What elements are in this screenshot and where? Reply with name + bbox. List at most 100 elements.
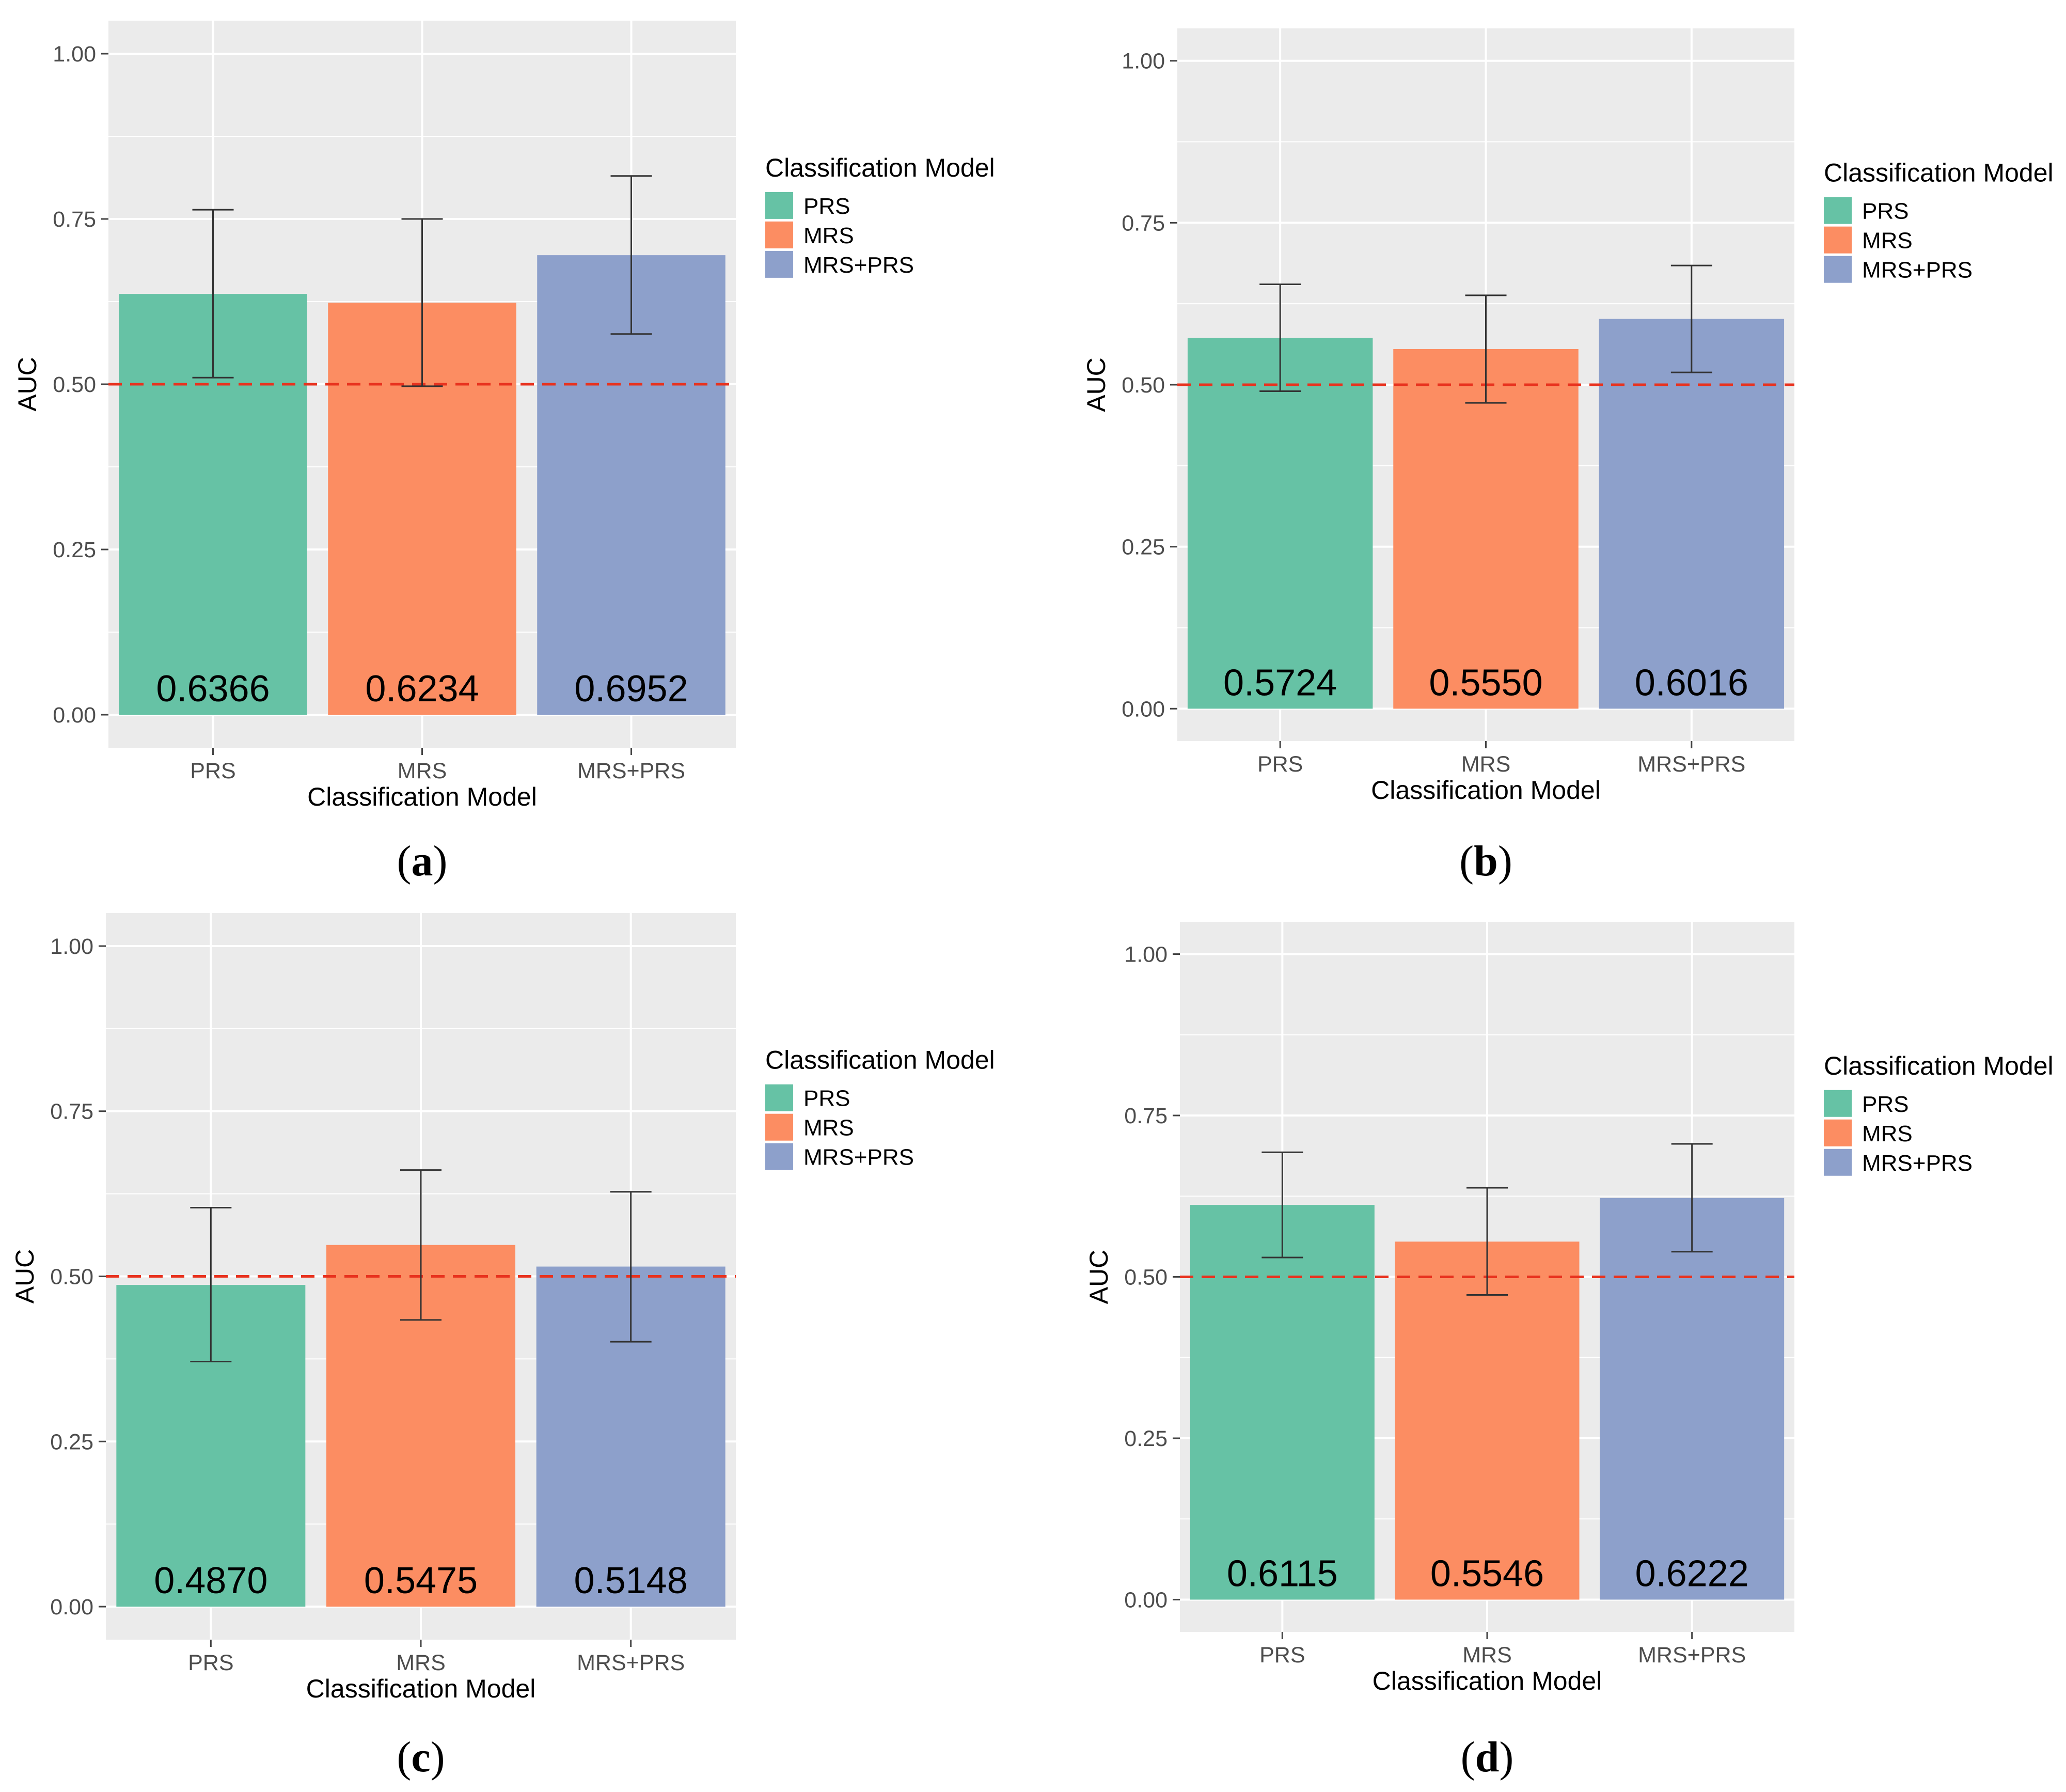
y-tick-label: 1.00 (1122, 49, 1165, 74)
data-label: 0.6952 (574, 668, 688, 710)
x-axis-title: Classification Model (1371, 776, 1601, 805)
y-tick-label: 0.25 (53, 538, 96, 562)
error-bar (401, 218, 443, 387)
error-bar (1670, 264, 1712, 373)
legend-swatch (1824, 1149, 1852, 1176)
legend-swatch (765, 1084, 793, 1111)
legend-entry: PRS (1862, 1092, 1909, 1117)
legend: Classification Model PRS MRS MRS+PRS (1824, 1051, 2054, 1176)
panel-label: (a) (397, 837, 448, 885)
y-tick-label: 0.00 (53, 703, 96, 728)
legend-swatch (1824, 1119, 1852, 1146)
legend-title: Classification Model (765, 1046, 995, 1075)
data-label: 0.6234 (365, 668, 479, 710)
x-tick-label: MRS (396, 1650, 446, 1675)
y-axis-title: AUC (10, 1249, 39, 1304)
bar-mrs-plus-prs (1600, 1198, 1785, 1600)
legend-entry: PRS (1862, 199, 1909, 224)
y-axis-title: AUC (1084, 1250, 1113, 1304)
bar-prs (1190, 1205, 1375, 1600)
y-tick-label: 0.50 (53, 372, 96, 397)
chart-panel-b: 0.5724 0.5550 0.6016 0.00 0.25 0.50 0.75 1.00 PR… (1082, 28, 2054, 885)
data-label: 0.5546 (1430, 1553, 1544, 1595)
legend-title: Classification Model (1824, 1051, 2054, 1080)
y-tick-label: 0.00 (1122, 697, 1165, 721)
legend-entry: MRS (803, 223, 854, 248)
y-tick-label: 0.75 (53, 207, 96, 232)
error-bar (1671, 1143, 1713, 1253)
error-bar (190, 1206, 232, 1363)
x-tick-label: PRS (190, 759, 235, 783)
data-label: 0.5724 (1223, 662, 1337, 703)
legend-title: Classification Model (1824, 159, 2054, 187)
error-bar (1465, 294, 1507, 404)
x-tick-label: PRS (1257, 752, 1303, 777)
legend-entry: MRS+PRS (1862, 1151, 1973, 1176)
panel-label: (c) (397, 1733, 445, 1781)
x-axis-title: Classification Model (306, 1674, 536, 1703)
error-bar (1466, 1187, 1508, 1296)
bar-mrs (1395, 1241, 1580, 1600)
y-tick-label: 0.75 (1122, 211, 1165, 235)
bar-prs (1187, 338, 1373, 709)
legend-swatch (765, 221, 793, 248)
x-axis-title: Classification Model (307, 782, 537, 811)
legend-entry: PRS (803, 1086, 850, 1111)
legend-swatch (1824, 197, 1852, 224)
error-bar (610, 1191, 652, 1343)
y-axis-title: AUC (13, 357, 42, 412)
legend: Classification Model PRS MRS MRS+PRS (765, 1046, 995, 1170)
legend-entry: MRS+PRS (803, 253, 914, 278)
legend-entry: MRS (803, 1115, 854, 1141)
y-tick-label: 0.00 (50, 1595, 93, 1620)
error-bar (610, 175, 652, 335)
x-tick-label: MRS (1461, 752, 1511, 777)
y-tick-label: 0.25 (50, 1429, 93, 1454)
error-bar (1261, 1151, 1303, 1259)
y-tick-label: 0.75 (50, 1099, 93, 1124)
legend-swatch (765, 1143, 793, 1170)
legend-title: Classification Model (765, 153, 995, 182)
data-label: 0.5550 (1429, 662, 1542, 703)
x-tick-label: MRS+PRS (577, 1650, 685, 1675)
x-tick-label: PRS (1259, 1643, 1305, 1668)
legend-swatch (765, 250, 793, 278)
x-tick-label: MRS (1462, 1643, 1512, 1668)
y-axis-title: AUC (1082, 357, 1111, 412)
y-tick-label: 0.25 (1124, 1426, 1168, 1451)
y-tick-label: 1.00 (53, 42, 96, 67)
bar-mrs (1393, 349, 1579, 709)
y-tick-label: 1.00 (50, 934, 93, 959)
legend: Classification Model PRS MRS MRS+PRS (1824, 159, 2054, 283)
x-tick-label: MRS (398, 759, 447, 783)
x-tick-label: PRS (188, 1650, 233, 1675)
y-tick-label: 1.00 (1124, 942, 1168, 967)
y-tick-label: 0.50 (50, 1265, 93, 1290)
chart-panel-d: 0.6115 0.5546 0.6222 0.00 0.25 0.50 0.75 1.00 PR… (1084, 922, 2054, 1781)
x-axis-title: Classification Model (1373, 1667, 1602, 1695)
data-label: 0.6222 (1635, 1553, 1749, 1595)
y-tick-label: 0.50 (1124, 1265, 1168, 1290)
legend-entry: MRS (1862, 1121, 1913, 1146)
legend-entry: PRS (803, 194, 850, 219)
legend: Classification Model PRS MRS MRS+PRS (765, 153, 995, 278)
error-bar (192, 209, 234, 379)
chart-panel-a: 0.6366 0.6234 0.6952 0.00 0.25 0.50 0.75 1.00 PR… (13, 21, 995, 885)
y-tick-label: 0.75 (1124, 1104, 1168, 1128)
data-label: 0.5148 (574, 1560, 688, 1601)
error-bar (400, 1169, 441, 1321)
data-label: 0.6016 (1635, 662, 1748, 703)
y-tick-label: 0.25 (1122, 535, 1165, 560)
data-label: 0.5475 (364, 1560, 478, 1601)
legend-swatch (1824, 1090, 1852, 1117)
legend-swatch (765, 192, 793, 219)
x-tick-label: MRS+PRS (577, 759, 685, 783)
x-tick-label: MRS+PRS (1638, 1643, 1746, 1668)
panel-label: (d) (1461, 1733, 1514, 1781)
chart-panel-c: 0.4870 0.5475 0.5148 0.00 0.25 0.50 0.75 1.00 PR… (10, 913, 995, 1781)
legend-swatch (1824, 256, 1852, 283)
y-tick-label: 0.00 (1124, 1588, 1168, 1613)
legend-entry: MRS+PRS (803, 1145, 914, 1170)
